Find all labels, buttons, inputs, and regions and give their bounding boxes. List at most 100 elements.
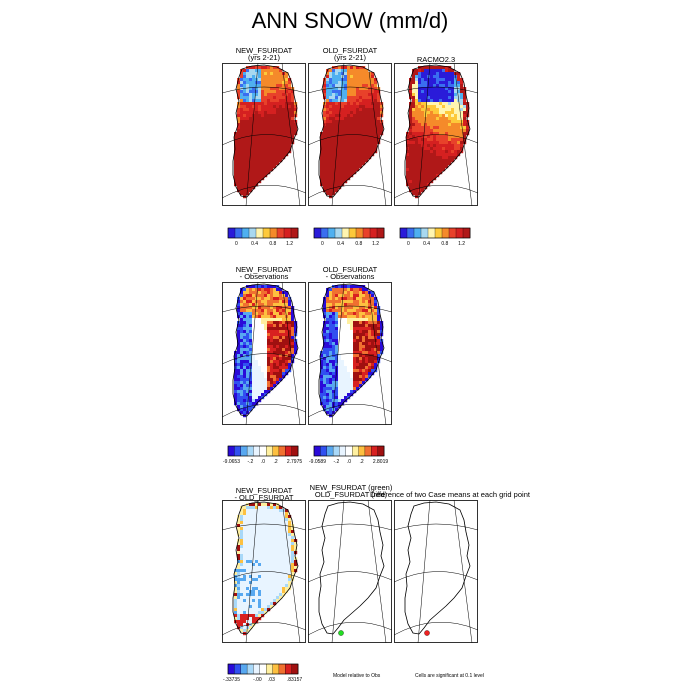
grid-cell [243,189,247,193]
grid-cell [332,357,336,361]
grid-cell [258,611,262,615]
grid-cell [252,611,256,615]
grid-cell [350,333,354,337]
grid-cell [350,105,354,109]
grid-cell [294,560,298,564]
colorbar-tick-label: 0.4 [423,241,430,247]
grid-cell [270,533,274,537]
grid-cell [448,99,452,103]
grid-cell [365,324,369,328]
grid-cell [356,144,360,148]
grid-cell [234,144,238,148]
grid-cell [344,372,348,376]
grid-cell [255,378,259,382]
grid-cell [415,168,419,172]
grid-cell [267,66,271,70]
grid-cell [267,515,271,519]
grid-cell [359,306,363,310]
grid-cell [341,147,345,151]
grid-cell [350,162,354,166]
grid-cell [415,180,419,184]
grid-cell [329,336,333,340]
grid-cell [291,572,295,576]
grid-cell [252,345,256,349]
grid-cell [273,602,277,606]
grid-cell [406,165,410,169]
grid-cell [365,351,369,355]
grid-cell [329,381,333,385]
grid-cell [243,360,247,364]
grid-cell [415,117,419,121]
grid-cell [350,156,354,160]
grid-cell [418,144,422,148]
grid-cell [442,111,446,115]
grid-cell [249,623,253,627]
grid-cell [341,99,345,103]
grid-cell [249,530,253,534]
grid-cell [270,354,274,358]
grid-cell [261,611,265,615]
grid-cell [460,87,464,91]
grid-cell [258,578,262,582]
grid-cell [240,578,244,582]
grid-cell [270,99,274,103]
grid-cell [329,75,333,79]
grid-cell [353,168,357,172]
grid-cell [451,159,455,163]
grid-cell [276,147,280,151]
grid-cell [326,114,330,118]
grid-cell [329,291,333,295]
grid-cell [356,372,360,376]
grid-cell [463,105,467,109]
grid-cell [347,357,351,361]
colorbar-swatch [227,445,235,457]
grid-cell [365,123,369,127]
grid-cell [237,372,241,376]
grid-cell [264,509,268,513]
grid-cell [374,330,378,334]
grid-cell [451,147,455,151]
grid-cell [421,102,425,106]
grid-cell [258,366,262,370]
grid-cell [237,303,241,307]
grid-cell [377,138,381,142]
grid-cell [234,596,238,600]
grid-cell [359,375,363,379]
grid-cell [350,303,354,307]
grid-cell [249,575,253,579]
grid-cell [454,84,458,88]
grid-cell [341,177,345,181]
grid-cell [279,348,283,352]
grid-cell [255,521,259,525]
grid-cell [279,69,283,73]
grid-cell [267,132,271,136]
grid-cell [353,81,357,85]
grid-cell [279,366,283,370]
grid-cell [291,90,295,94]
grid-cell [264,360,268,364]
grid-cell [341,315,345,319]
grid-cell [243,629,247,633]
grid-cell [377,114,381,118]
grid-cell [421,84,425,88]
grid-cell [273,105,277,109]
grid-cell [252,387,256,391]
grid-cell [338,93,342,97]
grid-cell [323,165,327,169]
grid-cell [374,357,378,361]
grid-cell [341,129,345,133]
grid-cell [255,327,259,331]
grid-cell [288,354,292,358]
grid-cell [291,102,295,106]
grid-cell [288,315,292,319]
grid-cell [424,144,428,148]
grid-cell [454,120,458,124]
grid-cell [377,135,381,139]
grid-cell [347,132,351,136]
grid-cell [341,180,345,184]
grid-cell [442,138,446,142]
grid-cell [356,117,360,121]
grid-cell [418,102,422,106]
grid-cell [234,393,238,397]
grid-cell [326,345,330,349]
